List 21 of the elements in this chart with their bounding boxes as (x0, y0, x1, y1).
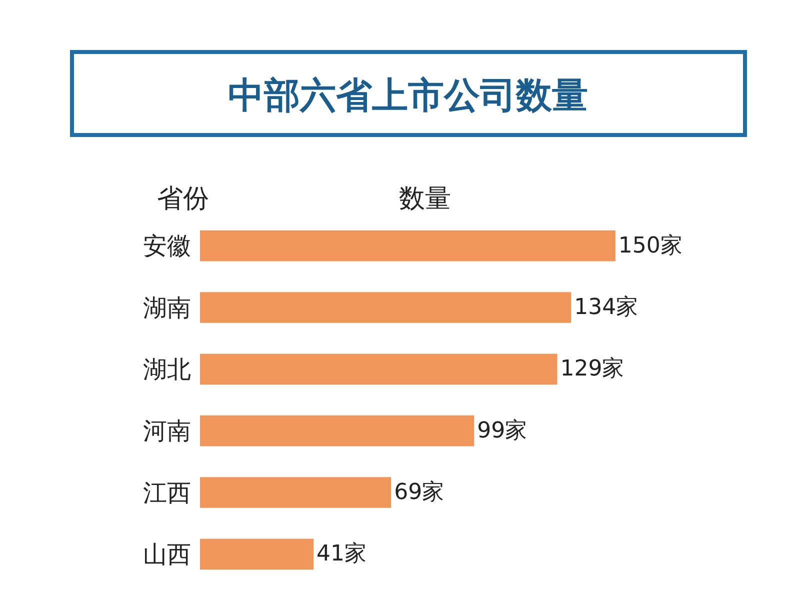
bar (200, 292, 572, 323)
bar (200, 477, 392, 508)
bar (200, 230, 616, 262)
data-label: 134家 (574, 295, 638, 320)
y-axis-title: 省份 (157, 184, 209, 214)
x-axis-title: 数量 (399, 184, 451, 214)
data-label: 150家 (618, 233, 682, 258)
data-label: 129家 (560, 356, 624, 382)
y-tick-label: 江西 (143, 478, 191, 507)
y-tick-label: 湖北 (143, 356, 191, 384)
data-label: 99家 (477, 418, 528, 444)
chart-title: 中部六省上市公司数量 (228, 76, 588, 117)
y-tick-label: 湖南 (143, 294, 191, 322)
y-tick-label: 山西 (143, 540, 191, 569)
bar (200, 415, 474, 446)
y-tick-label: 安徽 (143, 232, 191, 260)
y-tick-label: 河南 (143, 417, 191, 446)
data-label: 41家 (316, 542, 367, 567)
bar (200, 538, 314, 570)
bar (200, 354, 558, 385)
data-label: 69家 (394, 480, 444, 505)
